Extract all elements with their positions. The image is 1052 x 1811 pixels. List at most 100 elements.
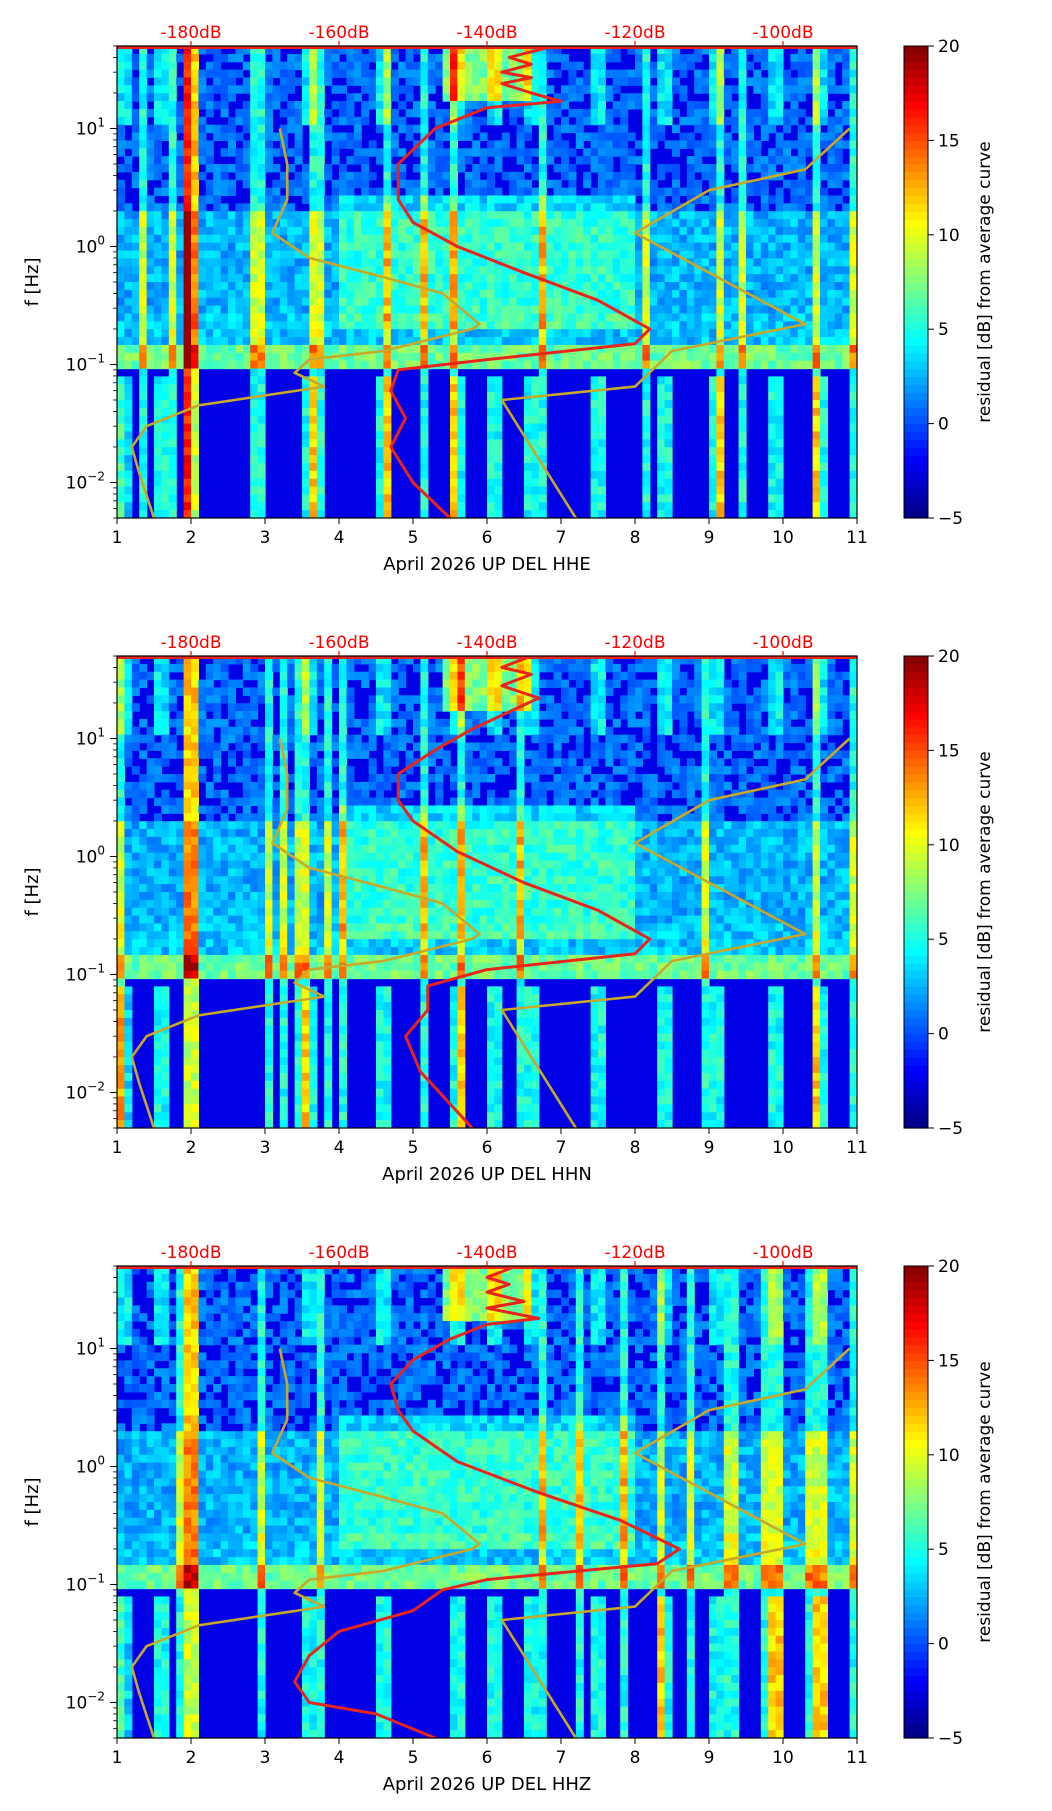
heatmap-cell [161, 274, 169, 282]
heatmap-cell [132, 290, 140, 298]
heatmap-cell [450, 321, 458, 329]
heatmap-cell [531, 672, 539, 680]
heatmap-cell [620, 251, 628, 259]
heatmap-cell [813, 455, 821, 463]
heatmap-cell [339, 313, 347, 321]
heatmap-cell [605, 203, 613, 211]
heatmap-cell [383, 125, 391, 133]
heatmap-cell [753, 282, 761, 290]
heatmap-cell [295, 156, 303, 164]
heatmap-cell [398, 672, 406, 680]
heatmap-cell [154, 133, 162, 141]
heatmap-cell [213, 219, 221, 227]
heatmap-cell [198, 243, 206, 251]
heatmap-cell [184, 424, 192, 432]
heatmap-cell [228, 54, 236, 62]
heatmap-cell [776, 274, 784, 282]
heatmap-cell [761, 54, 769, 62]
heatmap-cell [369, 148, 377, 156]
heatmap-cell [672, 266, 680, 274]
colorbar-segment [904, 376, 928, 384]
heatmap-cell [132, 274, 140, 282]
heatmap-cell [339, 195, 347, 203]
heatmap-cell [132, 243, 140, 251]
heatmap-cell [228, 266, 236, 274]
heatmap-cell [753, 70, 761, 78]
heatmap-cell [235, 321, 243, 329]
heatmap-cell [376, 156, 384, 164]
heatmap-cell [583, 243, 591, 251]
heatmap-cell [413, 306, 421, 314]
heatmap-cell [354, 345, 362, 353]
heatmap-cell [413, 77, 421, 85]
heatmap-cell [716, 156, 724, 164]
heatmap-cell [420, 321, 428, 329]
heatmap-cell [739, 424, 747, 432]
heatmap-cell [147, 251, 155, 259]
heatmap-cell [391, 664, 399, 672]
heatmap-cell [295, 695, 303, 703]
heatmap-cell [472, 93, 480, 101]
heatmap-cell [176, 313, 184, 321]
heatmap-cell [450, 219, 458, 227]
heatmap-cell [768, 664, 776, 672]
heatmap-cell [132, 251, 140, 259]
heatmap-cell [835, 345, 843, 353]
colorbar-segment [904, 329, 928, 337]
heatmap-cell [324, 672, 332, 680]
heatmap-cell [117, 361, 125, 369]
heatmap-cell [709, 219, 717, 227]
heatmap-cell [465, 133, 473, 141]
heatmap-cell [531, 298, 539, 306]
heatmap-cell [169, 290, 177, 298]
heatmap-cell [813, 140, 821, 148]
heatmap-cell [724, 85, 732, 93]
heatmap-cell [243, 211, 251, 219]
heatmap-cell [665, 313, 673, 321]
heatmap-cell [198, 321, 206, 329]
heatmap-cell [716, 219, 724, 227]
heatmap-cell [561, 274, 569, 282]
heatmap-cell [206, 298, 214, 306]
heatmap-cell [524, 156, 532, 164]
heatmap-cell [561, 156, 569, 164]
heatmap-cell [776, 455, 784, 463]
heatmap-cell [642, 479, 650, 487]
heatmap-cell [465, 195, 473, 203]
heatmap-cell [376, 235, 384, 243]
heatmap-cell [805, 258, 813, 266]
heatmap-cell [746, 188, 754, 196]
heatmap-cell [272, 313, 280, 321]
heatmap-cell [428, 703, 436, 711]
heatmap-cell [679, 672, 687, 680]
heatmap-cell [724, 140, 732, 148]
heatmap-cell [420, 463, 428, 471]
heatmap-cell [420, 211, 428, 219]
heatmap-cell [835, 321, 843, 329]
heatmap-cell [531, 62, 539, 70]
heatmap-cell [731, 251, 739, 259]
heatmap-cell [702, 195, 710, 203]
heatmap-cell [250, 361, 258, 369]
heatmap-cell [842, 672, 850, 680]
heatmap-cell [139, 125, 147, 133]
heatmap-cell [443, 211, 451, 219]
heatmap-cell [665, 487, 673, 495]
heatmap-cell [739, 70, 747, 78]
heatmap-cell [272, 251, 280, 259]
heatmap-cell [309, 188, 317, 196]
heatmap-cell [457, 251, 465, 259]
heatmap-cell [302, 345, 310, 353]
heatmap-cell [332, 361, 340, 369]
heatmap-cell [117, 695, 125, 703]
heatmap-cell [494, 54, 502, 62]
heatmap-cell [583, 274, 591, 282]
heatmap-cell [309, 361, 317, 369]
heatmap-cell [443, 695, 451, 703]
heatmap-cell [383, 156, 391, 164]
heatmap-cell [117, 439, 125, 447]
heatmap-cell [746, 274, 754, 282]
heatmap-cell [154, 306, 162, 314]
heatmap-cell [694, 219, 702, 227]
heatmap-cell [635, 695, 643, 703]
